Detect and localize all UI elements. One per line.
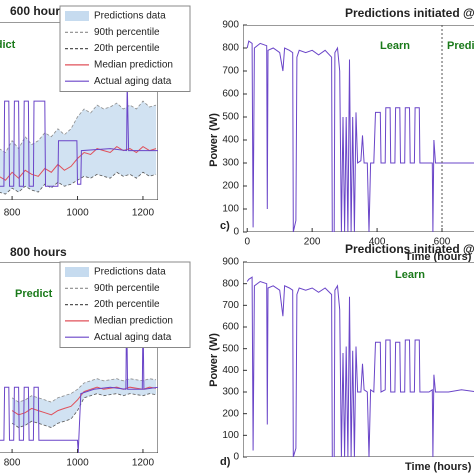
x-tick-label: 800 bbox=[4, 208, 21, 219]
legend-label: 20th percentile bbox=[94, 299, 160, 310]
legend-swatch bbox=[65, 11, 89, 21]
series-line bbox=[11, 378, 157, 403]
y-tick-label: 400 bbox=[222, 135, 239, 146]
x-tick-label: 400 bbox=[369, 237, 386, 248]
x-tick-label: 200 bbox=[304, 237, 321, 248]
series-line bbox=[11, 393, 157, 428]
y-tick-label: 700 bbox=[222, 66, 239, 77]
y-tick-label: 700 bbox=[222, 300, 239, 311]
chart-title: Predictions initiated @ bbox=[345, 242, 474, 256]
legend-label: 90th percentile bbox=[94, 27, 160, 38]
plot-area bbox=[243, 262, 474, 457]
series-line bbox=[0, 81, 158, 187]
y-tick-label: 500 bbox=[222, 112, 239, 123]
y-tick-label: 900 bbox=[222, 257, 239, 268]
x-tick-label: 800 bbox=[4, 458, 21, 469]
legend-label: Predictions data bbox=[94, 267, 166, 278]
annotation: Learn bbox=[395, 269, 425, 281]
plot-frame bbox=[243, 262, 474, 457]
prediction-band bbox=[12, 378, 156, 428]
annotation: Learn bbox=[380, 40, 410, 52]
legend-label: 90th percentile bbox=[94, 283, 160, 294]
y-tick-label: 600 bbox=[222, 322, 239, 333]
chart-title: 600 hours bbox=[10, 4, 67, 18]
x-tick-label: 1000 bbox=[66, 208, 89, 219]
annotation: Predict bbox=[15, 288, 53, 300]
legend-label: Median prediction bbox=[94, 60, 173, 71]
prediction-band bbox=[0, 101, 156, 195]
legend-label: Median prediction bbox=[94, 316, 173, 327]
y-tick-label: 300 bbox=[222, 387, 239, 398]
y-tick-label: 0 bbox=[233, 227, 239, 238]
x-axis-label: Time (hours) bbox=[405, 251, 472, 263]
power-line bbox=[246, 40, 474, 232]
series-line bbox=[0, 100, 157, 154]
plot-area bbox=[243, 25, 474, 232]
x-tick-label: 1000 bbox=[66, 458, 89, 469]
legend-swatch bbox=[65, 267, 89, 277]
series-line bbox=[11, 386, 157, 416]
x-tick-label: 1200 bbox=[132, 458, 155, 469]
legend-label: 20th percentile bbox=[94, 43, 160, 54]
chart-title: 800 hours bbox=[10, 245, 67, 259]
x-axis-label: Time (hours) bbox=[405, 461, 472, 473]
plot-frame bbox=[243, 25, 474, 232]
y-tick-label: 900 bbox=[222, 20, 239, 31]
annotation: Predict bbox=[447, 40, 474, 52]
panel-label: c) bbox=[220, 220, 230, 232]
power-line bbox=[246, 276, 474, 457]
y-tick-label: 0 bbox=[233, 452, 239, 463]
y-tick-label: 800 bbox=[222, 278, 239, 289]
chart-title: Predictions initiated @ bbox=[345, 6, 474, 20]
legend-label: Actual aging data bbox=[94, 76, 172, 87]
legend-box bbox=[59, 5, 191, 92]
y-tick-label: 100 bbox=[222, 430, 239, 441]
y-tick-label: 200 bbox=[222, 181, 239, 192]
y-tick-label: 100 bbox=[222, 204, 239, 215]
legend-label: Actual aging data bbox=[94, 332, 172, 343]
legend-label: Predictions data bbox=[94, 11, 166, 22]
y-tick-label: 500 bbox=[222, 343, 239, 354]
y-tick-label: 800 bbox=[222, 43, 239, 54]
annotation: Predict bbox=[0, 39, 16, 51]
panel-label: d) bbox=[220, 456, 231, 468]
y-tick-label: 600 bbox=[222, 89, 239, 100]
x-tick-label: 0 bbox=[244, 237, 250, 248]
y-axis-label: Power (W) bbox=[208, 333, 220, 387]
y-tick-label: 200 bbox=[222, 408, 239, 419]
x-tick-label: 600 bbox=[434, 237, 451, 248]
y-tick-label: 400 bbox=[222, 365, 239, 376]
x-tick-label: 1200 bbox=[132, 208, 155, 219]
y-tick-label: 300 bbox=[222, 158, 239, 169]
y-axis-label: Power (W) bbox=[208, 113, 220, 167]
